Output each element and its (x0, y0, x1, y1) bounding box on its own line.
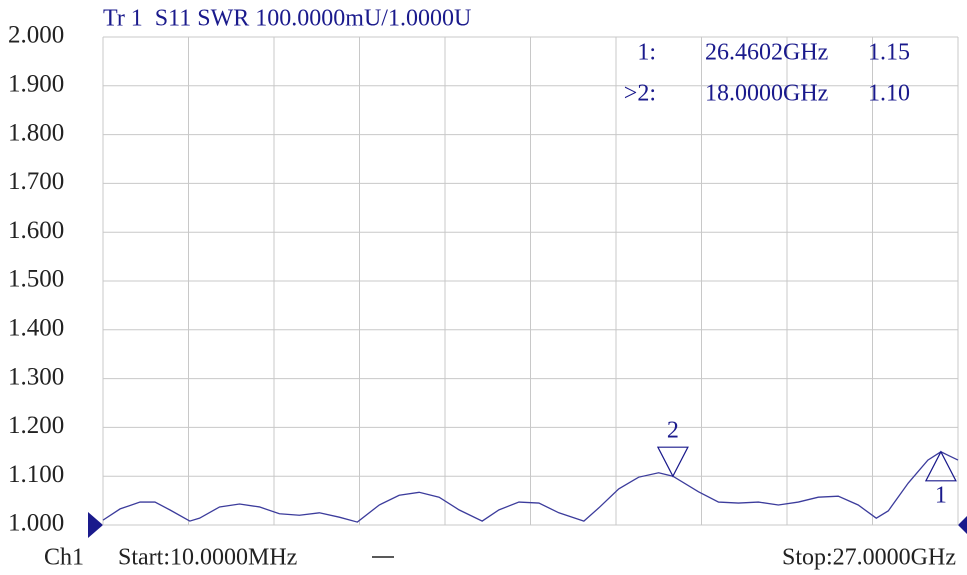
y-tick-label: 1.500 (8, 266, 64, 293)
y-tick-label: 1.900 (8, 71, 64, 98)
y-tick-label: 1.600 (8, 217, 64, 244)
readout-index: >2: (624, 81, 656, 107)
stop-label: Stop:27.0000GHz (782, 545, 956, 571)
marker-triangle (656, 446, 689, 478)
readout-frequency: 18.0000GHz (705, 81, 828, 107)
reference-arrow-right (958, 516, 967, 534)
readout-index: 1: (637, 40, 656, 66)
y-tick-label: 2.000 (8, 22, 64, 49)
readout-value: 1.10 (868, 81, 910, 107)
y-tick-label: 1.400 (8, 315, 64, 342)
y-tick-label: 1.800 (8, 119, 64, 146)
marker-triangle (924, 450, 957, 482)
readout-frequency: 26.4602GHz (705, 40, 828, 66)
marker-label: 2 (667, 418, 679, 444)
y-tick-label: 1.000 (8, 510, 64, 537)
y-tick-label: 1.200 (8, 412, 64, 439)
start-label: Start:10.0000MHz (118, 545, 297, 571)
marker-label: 1 (935, 482, 947, 508)
y-tick-label: 1.300 (8, 363, 64, 390)
readout-value: 1.15 (868, 40, 910, 66)
trace-title: Tr 1 S11 SWR 100.0000mU/1.0000U (103, 6, 471, 32)
y-tick-label: 1.700 (8, 168, 64, 195)
y-tick-label: 1.100 (8, 461, 64, 488)
reference-arrow-left (88, 512, 103, 538)
trace (102, 451, 959, 523)
channel: Ch1 (44, 545, 84, 571)
